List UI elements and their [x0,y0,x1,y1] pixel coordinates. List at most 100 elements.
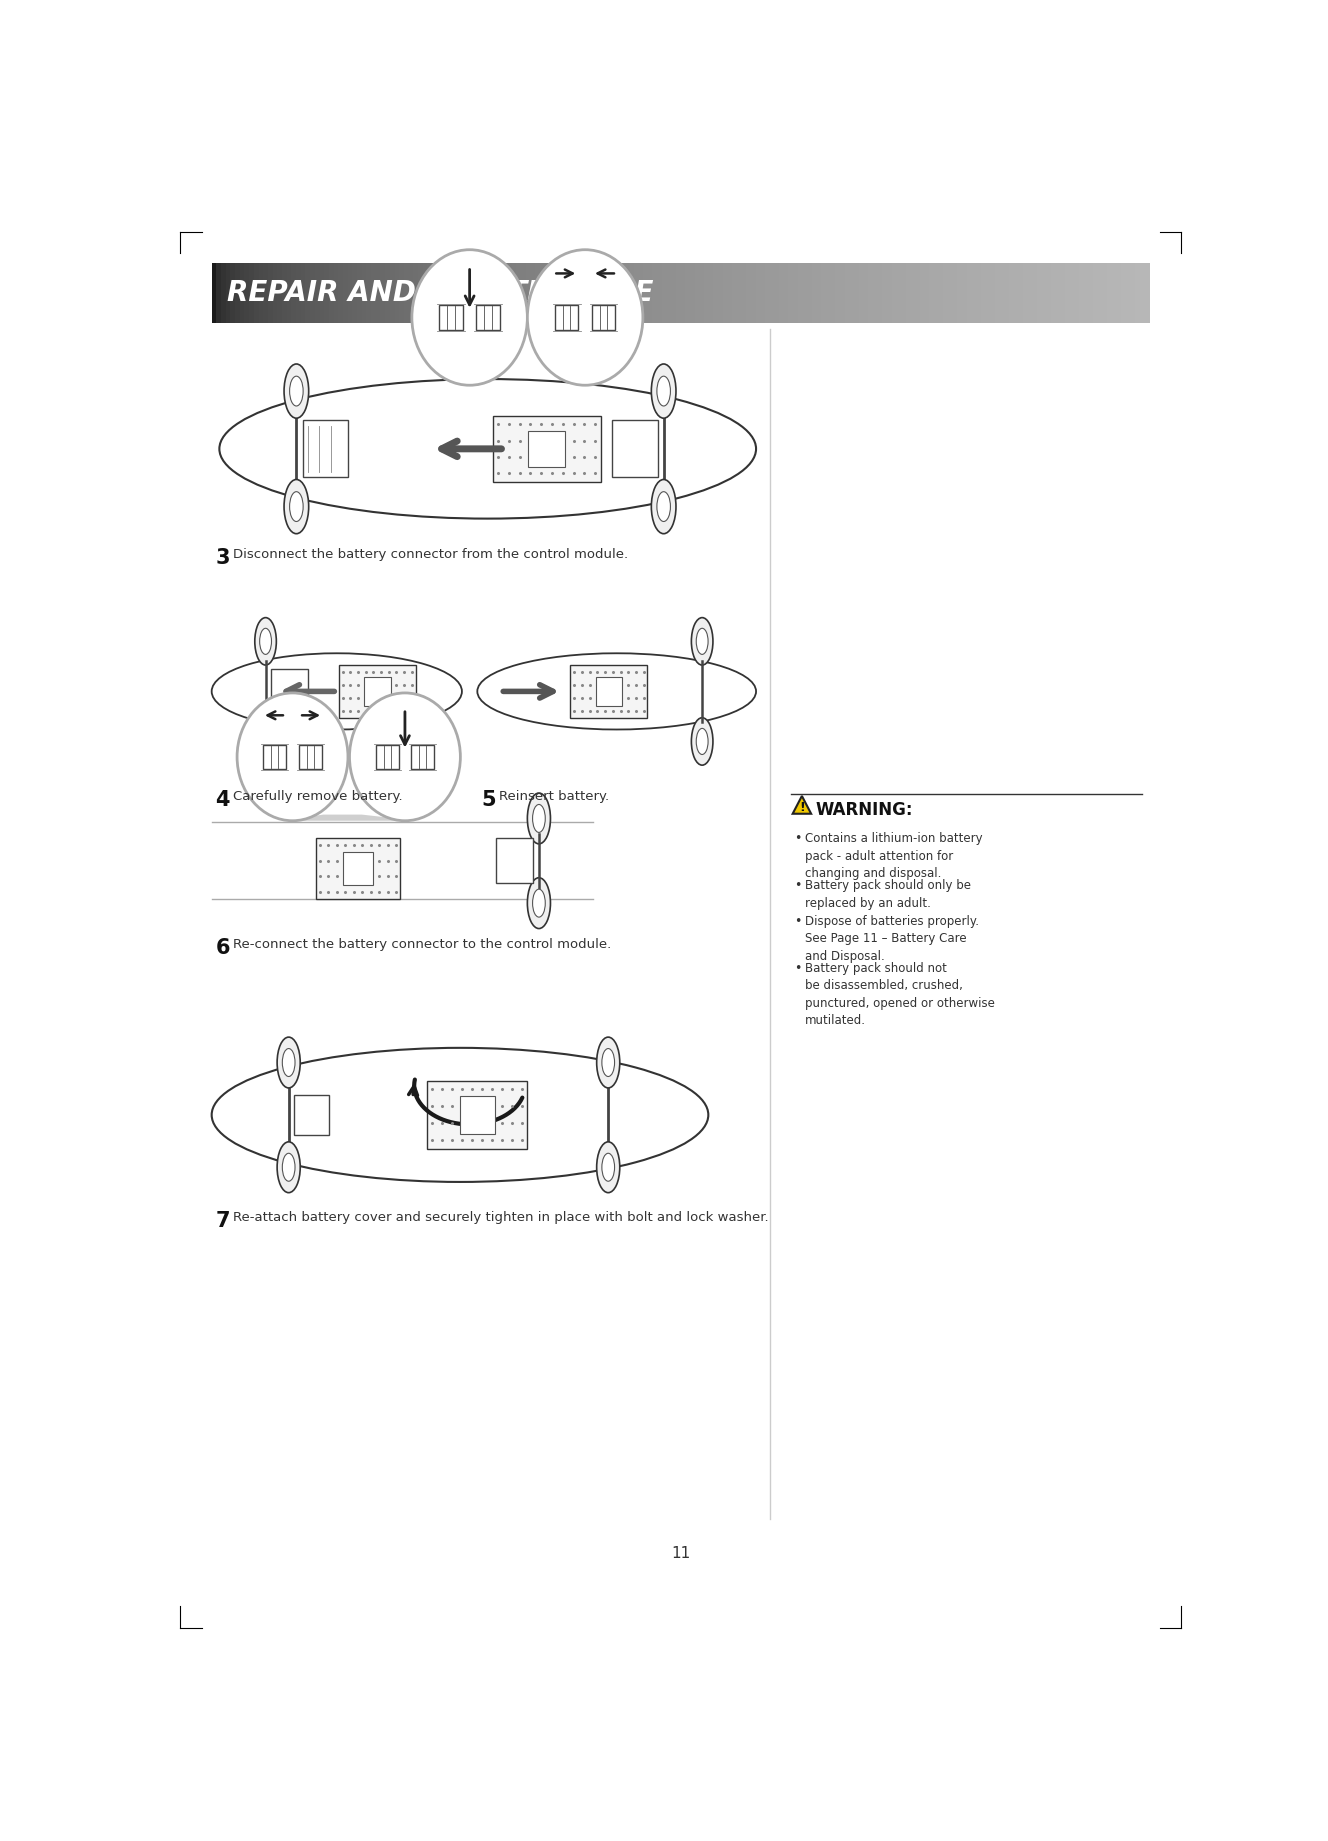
FancyBboxPatch shape [732,263,737,324]
FancyBboxPatch shape [461,263,465,324]
FancyBboxPatch shape [1074,263,1080,324]
Ellipse shape [696,628,708,654]
FancyBboxPatch shape [854,263,859,324]
FancyBboxPatch shape [511,263,517,324]
FancyBboxPatch shape [459,1095,495,1134]
FancyBboxPatch shape [882,263,887,324]
FancyBboxPatch shape [555,306,579,330]
FancyBboxPatch shape [259,263,264,324]
FancyBboxPatch shape [1065,263,1070,324]
FancyBboxPatch shape [456,263,461,324]
Text: 6: 6 [215,937,230,957]
FancyBboxPatch shape [1098,263,1104,324]
FancyBboxPatch shape [361,263,367,324]
FancyBboxPatch shape [934,263,939,324]
FancyBboxPatch shape [930,263,934,324]
FancyBboxPatch shape [507,263,513,324]
FancyBboxPatch shape [957,263,963,324]
Ellipse shape [596,1141,620,1193]
FancyBboxPatch shape [572,263,578,324]
FancyBboxPatch shape [1000,263,1004,324]
FancyBboxPatch shape [293,1095,329,1134]
FancyBboxPatch shape [863,263,869,324]
Text: 5: 5 [481,790,495,810]
FancyBboxPatch shape [211,263,216,324]
FancyBboxPatch shape [1041,263,1046,324]
Ellipse shape [255,617,276,665]
Text: Dispose of batteries properly.
See Page 11 – Battery Care
and Disposal.: Dispose of batteries properly. See Page … [805,915,979,963]
FancyBboxPatch shape [300,263,305,324]
FancyBboxPatch shape [559,263,564,324]
FancyBboxPatch shape [606,263,611,324]
FancyBboxPatch shape [250,263,254,324]
FancyBboxPatch shape [915,263,920,324]
FancyBboxPatch shape [571,665,648,718]
FancyBboxPatch shape [446,263,452,324]
FancyBboxPatch shape [633,263,639,324]
FancyBboxPatch shape [502,263,507,324]
FancyBboxPatch shape [450,263,456,324]
FancyBboxPatch shape [741,263,746,324]
FancyBboxPatch shape [624,263,629,324]
Ellipse shape [527,793,551,843]
FancyBboxPatch shape [582,263,587,324]
Text: Re-attach battery cover and securely tighten in place with bolt and lock washer.: Re-attach battery cover and securely tig… [234,1211,769,1224]
FancyBboxPatch shape [254,263,259,324]
FancyBboxPatch shape [967,263,972,324]
Ellipse shape [211,1048,708,1182]
FancyBboxPatch shape [1023,263,1028,324]
FancyBboxPatch shape [470,263,474,324]
FancyBboxPatch shape [1013,263,1019,324]
FancyBboxPatch shape [639,263,644,324]
FancyBboxPatch shape [563,263,568,324]
FancyBboxPatch shape [845,263,850,324]
FancyBboxPatch shape [311,263,315,324]
FancyBboxPatch shape [493,416,600,482]
FancyBboxPatch shape [746,263,752,324]
Ellipse shape [533,805,546,832]
FancyBboxPatch shape [657,263,663,324]
Text: Battery pack should only be
replaced by an adult.: Battery pack should only be replaced by … [805,880,971,909]
Polygon shape [454,385,600,414]
FancyBboxPatch shape [1009,263,1013,324]
FancyBboxPatch shape [943,263,948,324]
FancyBboxPatch shape [869,263,874,324]
FancyBboxPatch shape [352,263,357,324]
FancyBboxPatch shape [432,263,437,324]
FancyBboxPatch shape [761,263,765,324]
FancyBboxPatch shape [587,263,592,324]
FancyBboxPatch shape [737,263,742,324]
Ellipse shape [651,365,676,418]
FancyBboxPatch shape [595,677,623,705]
FancyBboxPatch shape [652,263,657,324]
Text: •: • [794,832,802,845]
FancyBboxPatch shape [1121,263,1126,324]
FancyBboxPatch shape [826,263,831,324]
FancyBboxPatch shape [441,263,446,324]
FancyBboxPatch shape [364,677,390,705]
FancyBboxPatch shape [526,263,531,324]
FancyBboxPatch shape [244,263,250,324]
FancyBboxPatch shape [544,263,550,324]
FancyBboxPatch shape [343,263,348,324]
FancyBboxPatch shape [316,838,400,898]
Ellipse shape [260,729,271,755]
FancyBboxPatch shape [841,263,845,324]
FancyBboxPatch shape [357,263,363,324]
FancyBboxPatch shape [428,1081,527,1149]
FancyBboxPatch shape [1037,263,1042,324]
Text: Disconnect the battery connector from the control module.: Disconnect the battery connector from th… [234,549,628,562]
FancyBboxPatch shape [240,263,244,324]
Ellipse shape [533,889,546,917]
FancyBboxPatch shape [784,263,789,324]
FancyBboxPatch shape [722,263,728,324]
Text: Carefully remove battery.: Carefully remove battery. [234,790,402,803]
FancyBboxPatch shape [661,263,667,324]
Text: 11: 11 [671,1546,691,1561]
FancyBboxPatch shape [985,263,991,324]
FancyBboxPatch shape [329,263,333,324]
FancyBboxPatch shape [695,263,700,324]
FancyBboxPatch shape [765,263,770,324]
FancyBboxPatch shape [780,263,784,324]
FancyBboxPatch shape [303,420,348,477]
